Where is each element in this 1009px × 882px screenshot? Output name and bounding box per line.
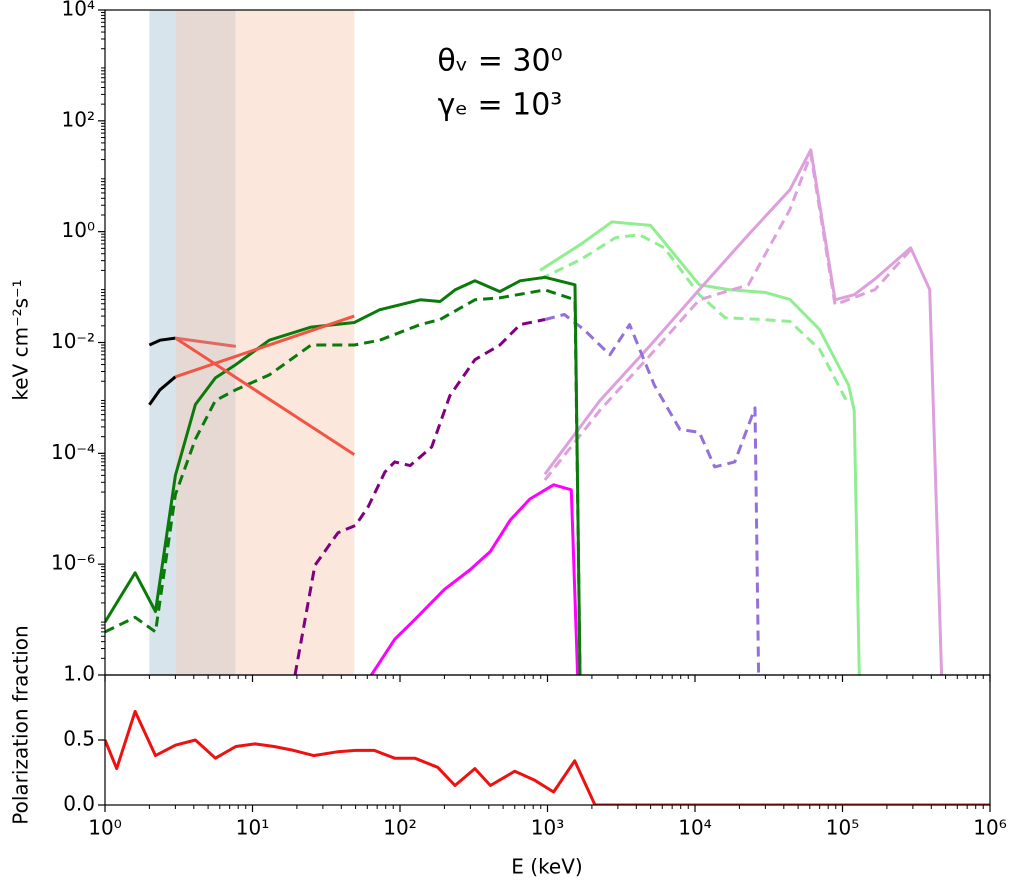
data-line [174,314,355,379]
x-tick-label: 10⁶ [973,816,1006,840]
x-tick-label: 10¹ [236,816,269,840]
data-line [539,220,861,675]
y-tick-label: 0.0 [63,792,95,816]
data-line [105,709,990,805]
data-line [175,336,237,348]
data-line [544,313,761,675]
x-tick-label: 10² [383,816,416,840]
data-line [370,483,580,675]
y-tick-label: 10² [62,107,95,131]
data-line [105,275,582,675]
data-line [543,148,944,675]
plot-area [105,709,990,805]
y-tick-label: 10⁻² [51,329,95,353]
x-tick-label: 10³ [531,816,564,840]
x-tick-label: 10⁵ [826,816,859,840]
plot-area [105,10,944,675]
annotation: γₑ = 10³ [438,88,563,123]
data-line [148,336,176,347]
y-tick-label: 0.5 [63,727,95,751]
y-axis-label: keV cm⁻²s⁻¹ [9,279,33,400]
y-tick-label: 10⁻⁶ [51,551,95,575]
y-tick-label: 10⁰ [62,218,95,242]
x-tick-label: 10⁰ [88,816,121,840]
data-line [174,336,356,456]
y-tick-label: 10⁴ [62,0,95,21]
y-tick-label: 1.0 [63,662,95,686]
data-line [148,375,177,406]
y-axis-label: Polarization fraction [9,625,33,824]
shaded-band [235,10,355,675]
x-tick-label: 10⁴ [678,816,711,840]
data-line [539,233,850,406]
data-line [105,288,582,675]
annotation: θᵥ = 30⁰ [437,44,562,79]
y-tick-label: 10⁻⁴ [51,440,95,464]
x-axis-label: E (keV) [511,855,582,879]
axes-frame [104,674,991,806]
